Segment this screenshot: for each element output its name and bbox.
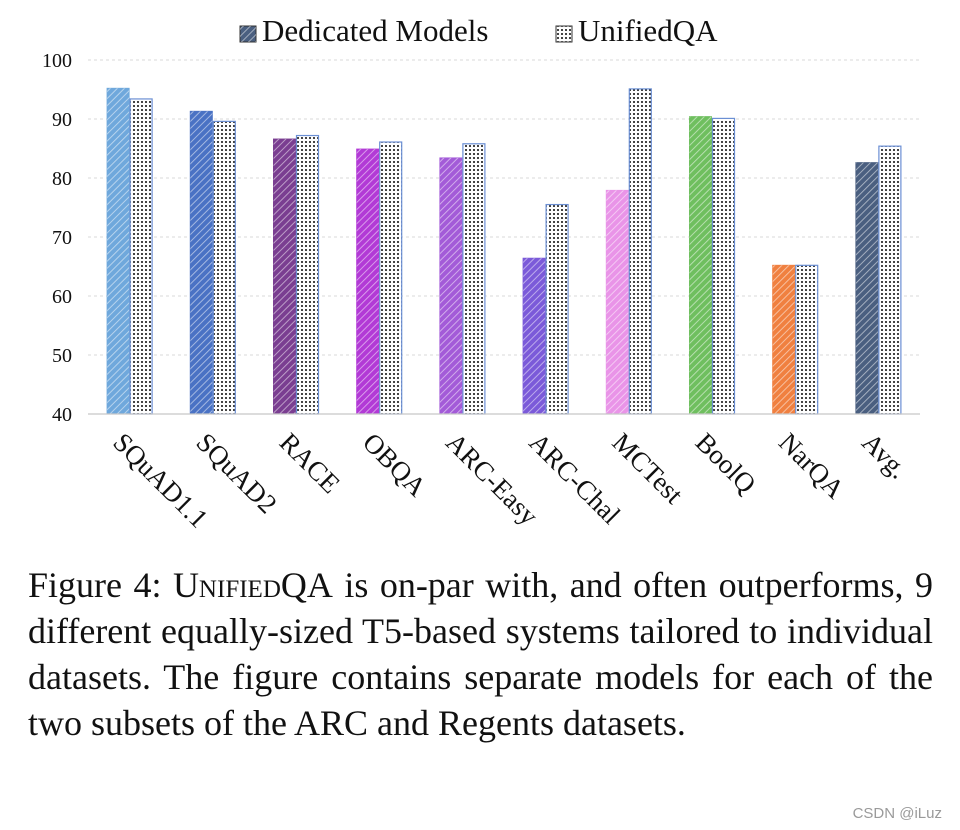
y-axis-ticks: 40 50 60 70 80 90 100 xyxy=(42,50,72,426)
bar-dedicated-hatch-narqa xyxy=(772,265,795,414)
y-tick-label-100: 100 xyxy=(42,50,72,72)
x-tick-label-obqa: OBQA xyxy=(357,427,433,503)
legend-label-unifiedqa: UnifiedQA xyxy=(578,13,718,48)
bar-unifiedqa-avg xyxy=(878,145,902,415)
bar-dedicated-hatch-squad2 xyxy=(190,111,213,414)
y-tick-label-50: 50 xyxy=(52,345,72,367)
caption-model-name: UnifiedQA xyxy=(172,565,333,605)
bar-unifiedqa-narqa xyxy=(795,264,819,415)
y-tick-label-40: 40 xyxy=(52,404,72,426)
bar-dedicated-hatch-boolq xyxy=(689,116,712,414)
bar-unifiedqa-obqa xyxy=(379,141,403,415)
caption-text: is on-par with, and often outperforms, 9… xyxy=(28,565,934,743)
bar-dedicated-hatch-arc-easy xyxy=(439,157,462,414)
bar-chart: Dedicated Models UnifiedQA 40 50 60 70 80 90 10… xyxy=(42,13,920,534)
x-tick-label-boolq: BoolQ xyxy=(690,427,762,499)
legend-swatch-dedicated-hatch xyxy=(240,26,256,42)
bar-dedicated-hatch-mctest xyxy=(606,190,629,414)
y-tick-label-90: 90 xyxy=(52,109,72,131)
bar-unifiedqa-squad2 xyxy=(212,120,236,415)
bar-unifiedqa-boolq xyxy=(711,117,736,415)
bar-dedicated-hatch-squad1-1 xyxy=(107,88,130,414)
x-tick-label-race: RACE xyxy=(274,427,346,499)
legend-swatch-unifiedqa xyxy=(555,25,573,43)
bar-unifiedqa-race xyxy=(295,134,320,415)
legend-label-dedicated-models: Dedicated Models xyxy=(262,13,488,48)
y-tick-label-80: 80 xyxy=(52,168,72,190)
bar-dedicated-hatch-arc-chal xyxy=(523,258,546,414)
x-tick-label-mctest: MCTest xyxy=(607,427,690,510)
y-tick-label-70: 70 xyxy=(52,227,72,249)
watermark: CSDN @iLuz xyxy=(852,805,942,822)
caption-prefix: Figure 4: xyxy=(28,565,173,605)
x-tick-label-narqa: NarQA xyxy=(773,427,851,505)
bar-unifiedqa-arc-easy xyxy=(462,143,486,415)
bar-dedicated-hatch-avg xyxy=(855,162,878,414)
bar-dedicated-hatch-obqa xyxy=(356,149,379,414)
figure-caption: Figure 4: UnifiedQA is on-par with, and … xyxy=(28,562,933,746)
bars xyxy=(106,87,902,415)
y-tick-label-60: 60 xyxy=(52,286,72,308)
bar-unifiedqa-mctest xyxy=(628,88,652,415)
bar-unifiedqa-arc-chal xyxy=(545,203,569,415)
bar-unifiedqa-squad1-1 xyxy=(129,98,153,415)
x-tick-label-avg: Avg. xyxy=(856,427,913,484)
legend: Dedicated Models UnifiedQA xyxy=(239,13,718,48)
bar-dedicated-hatch-race xyxy=(273,139,296,414)
